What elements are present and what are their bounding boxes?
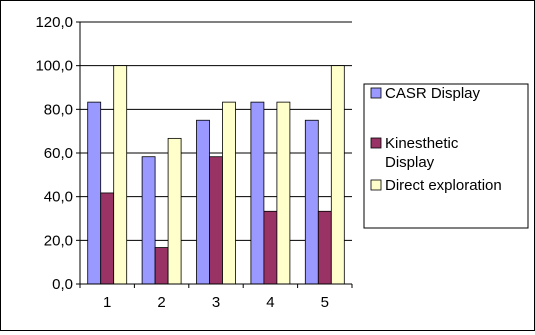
bar bbox=[250, 101, 265, 285]
x-tick-label: 1 bbox=[103, 294, 111, 311]
legend-label: CASR Display bbox=[385, 85, 481, 102]
x-tick-label: 3 bbox=[212, 294, 220, 311]
y-tick-label: 20,0 bbox=[44, 232, 73, 249]
y-tick-label: 80,0 bbox=[44, 101, 73, 118]
y-tick-label: 60,0 bbox=[44, 145, 73, 162]
y-tick-label: 0,0 bbox=[52, 276, 73, 293]
y-tick-labels: 0,0 20,0 40,0 60,0 80,0 100,0 120,0 bbox=[35, 14, 73, 293]
legend-swatch bbox=[370, 87, 382, 99]
legend-box bbox=[363, 83, 529, 229]
axes bbox=[76, 21, 353, 288]
legend-label: Direct exploration bbox=[385, 177, 502, 194]
bar bbox=[330, 65, 345, 285]
bar bbox=[154, 247, 169, 285]
x-tick-label: 4 bbox=[266, 294, 274, 311]
bar bbox=[263, 210, 278, 285]
bar bbox=[304, 119, 319, 285]
y-tick-label: 40,0 bbox=[44, 189, 73, 206]
legend-swatch bbox=[370, 137, 382, 149]
x-tick-label: 5 bbox=[321, 294, 329, 311]
bar bbox=[196, 119, 210, 285]
bar bbox=[317, 210, 332, 285]
bar bbox=[87, 101, 102, 285]
bar bbox=[141, 156, 156, 285]
bars bbox=[87, 65, 345, 285]
legend-label: Kinesthetic bbox=[385, 135, 459, 152]
bar bbox=[100, 192, 115, 285]
bar bbox=[113, 65, 128, 285]
bar bbox=[209, 156, 223, 285]
x-tick-label: 2 bbox=[157, 294, 165, 311]
bar bbox=[222, 101, 236, 285]
bar bbox=[276, 101, 291, 285]
y-tick-label: 100,0 bbox=[35, 58, 73, 75]
legend-label: Display bbox=[385, 154, 435, 171]
y-tick-label: 120,0 bbox=[35, 14, 73, 31]
bar bbox=[167, 137, 182, 285]
bar-chart: 0,0 20,0 40,0 60,0 80,0 100,0 120,0 1 2 3 4 5 CASR… bbox=[35, 14, 529, 311]
legend-swatch bbox=[370, 179, 382, 191]
legend: CASR Display Kinesthetic Display Direct exp… bbox=[363, 83, 529, 229]
x-tick-labels: 1 2 3 4 5 bbox=[103, 294, 329, 311]
